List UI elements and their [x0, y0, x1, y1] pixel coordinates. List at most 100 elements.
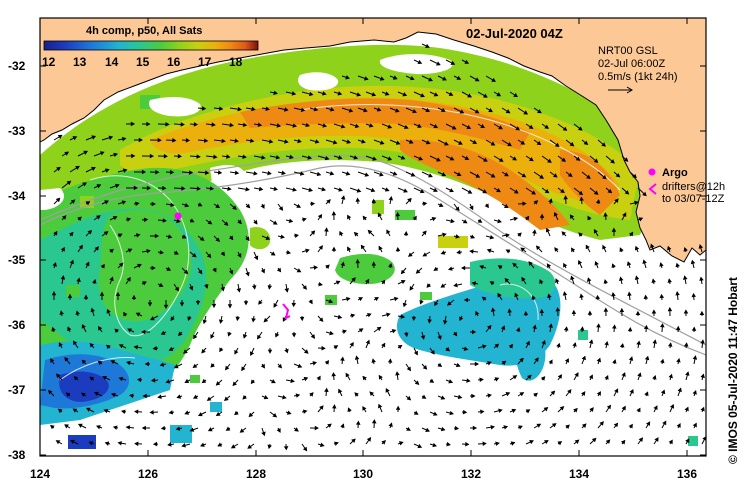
current-vector-head [72, 408, 78, 413]
current-vector-head [372, 156, 377, 161]
current-vector-head [507, 308, 512, 313]
current-vector-head [170, 202, 175, 208]
current-vector-head [604, 340, 609, 346]
current-vector-head [110, 360, 116, 365]
current-vector-head [507, 142, 512, 147]
current-vector-head [276, 428, 281, 433]
current-vector-head [319, 405, 324, 410]
current-vector-head [142, 281, 147, 286]
current-vector-head [135, 312, 141, 317]
current-vector-head [96, 425, 101, 430]
current-vector-head [325, 264, 330, 269]
current-vector-head [113, 152, 119, 158]
current-vector-head [463, 297, 468, 303]
current-vector-head [273, 186, 279, 192]
current-vector-head [192, 363, 198, 369]
current-vector-head [619, 247, 624, 252]
current-vector-head [354, 355, 360, 360]
current-vector-head [487, 361, 492, 366]
current-vector-head [176, 218, 181, 224]
current-vector-head [248, 412, 254, 418]
current-vector-head [234, 349, 239, 355]
current-vector-head [354, 392, 359, 397]
current-vector-head [431, 216, 437, 222]
current-vector-head [149, 410, 154, 415]
current-vector-head [261, 155, 266, 160]
current-vector-head [621, 372, 626, 377]
current-vector-head [571, 309, 577, 315]
current-vector-head [398, 441, 404, 446]
current-vector-head [561, 231, 566, 236]
current-vector-head [667, 306, 673, 312]
current-vector-head [626, 261, 632, 266]
current-vector-head [318, 281, 323, 287]
current-vector-head [528, 124, 534, 129]
axis-ticks [39, 18, 706, 456]
current-vector-head [181, 234, 187, 239]
current-vector-head [618, 276, 624, 282]
current-vector-head [338, 187, 343, 192]
current-vector-head [668, 439, 673, 445]
current-vector-head [409, 286, 414, 291]
current-vector-head [85, 261, 90, 267]
current-vector-head [514, 189, 519, 194]
current-vector-head [360, 244, 366, 250]
current-vector-head [130, 121, 136, 127]
current-vector-head [317, 214, 323, 219]
current-vector-head [342, 329, 347, 334]
current-vector-head [365, 278, 370, 284]
argo-legend-symbol [648, 168, 656, 176]
current-vector-head [299, 171, 305, 176]
current-vector-head [561, 157, 567, 162]
current-info: NRT00 GSL 02-Jul 06:00Z 0.5m/s (1kt 24h) [598, 45, 677, 94]
current-vector-head [59, 310, 64, 315]
current-vector-head [603, 212, 608, 217]
current-vector-head [312, 361, 318, 366]
current-vector-head [455, 362, 461, 368]
current-vector-head [56, 166, 61, 172]
current-vector-head [324, 387, 329, 392]
current-vector-head [531, 190, 536, 195]
current-vector-head [611, 263, 616, 268]
lon-label-126: 126 [138, 467, 158, 481]
current-vector-head [433, 92, 439, 97]
current-vector-head [288, 218, 294, 224]
shelf-break-lines [40, 155, 706, 356]
current-vector-head [685, 371, 690, 376]
current-vector-head [369, 391, 374, 396]
current-vector-head [525, 409, 531, 414]
current-vector-head [391, 329, 397, 334]
current-vector-head [586, 277, 592, 282]
current-vector-head [354, 123, 360, 129]
current-vector-head [395, 371, 400, 376]
current-vector-head [170, 316, 175, 322]
current-vector-head [488, 108, 494, 113]
colorbar-tick-17: 17 [198, 55, 212, 69]
current-vector-head [449, 156, 455, 161]
current-vector-head [358, 328, 364, 333]
current-vector-head [638, 217, 644, 222]
current-vector-head [410, 76, 415, 81]
current-vector-head [577, 259, 583, 265]
current-vector-head [532, 324, 537, 330]
current-vector-head [541, 340, 546, 345]
current-vector-head [458, 140, 463, 145]
current-vector-head [327, 423, 332, 428]
current-vector-head [503, 425, 509, 430]
current-vector-head [569, 141, 575, 147]
current-vector-head [211, 122, 216, 127]
current-vector-head [619, 343, 625, 348]
current-vector-head [192, 394, 198, 399]
current-vector-head [533, 392, 538, 398]
current-vector-head [521, 173, 527, 178]
current-vector-head [596, 391, 601, 396]
current-vector-head [307, 155, 313, 160]
current-vector-head [316, 171, 322, 177]
current-vector-head [547, 158, 552, 163]
current-vector-head [627, 291, 632, 297]
current-vector-head [498, 125, 503, 130]
vector-scale-arrow [608, 86, 633, 94]
current-vector-head [351, 277, 356, 282]
current-vector-head [381, 279, 386, 285]
current-vector-head [495, 441, 500, 446]
